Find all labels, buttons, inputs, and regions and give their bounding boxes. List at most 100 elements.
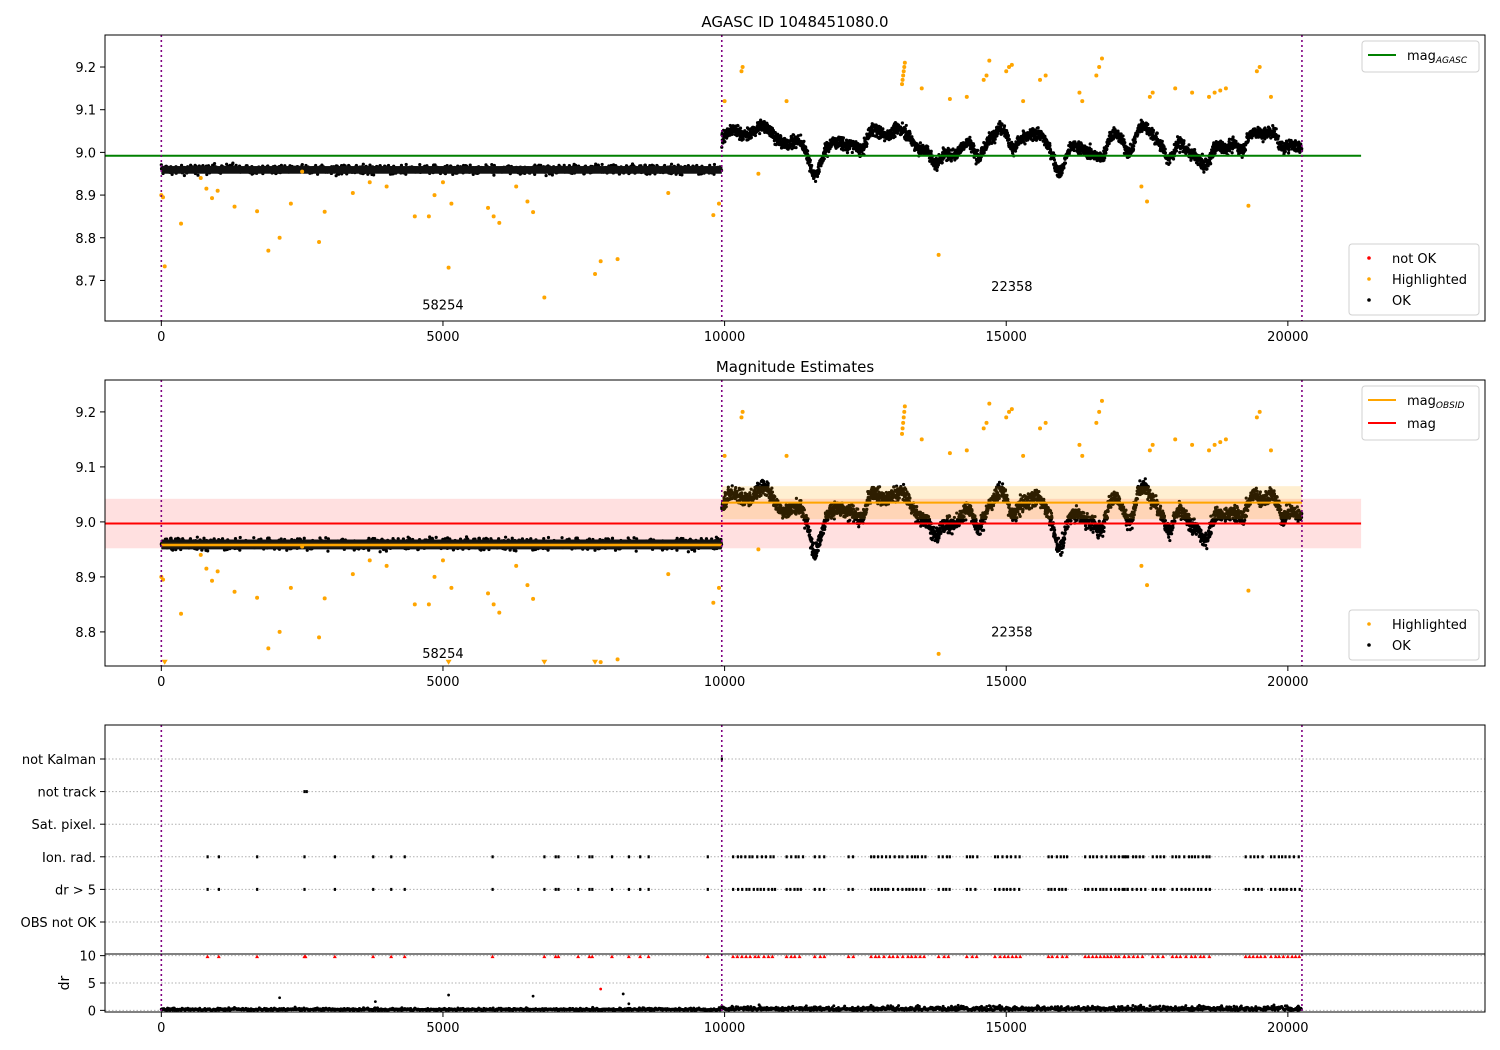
agasc-ok-point — [865, 142, 869, 146]
agasc-ok-point — [1013, 149, 1018, 153]
agasc-ok-point — [776, 132, 780, 136]
agasc-ok-point — [492, 173, 496, 177]
agasc-ok-point — [1160, 139, 1164, 143]
agasc-ok-point — [1072, 148, 1076, 153]
agasc-ok-point — [779, 134, 783, 138]
agasc-ok-point — [792, 145, 796, 150]
agasc-ok-point — [951, 147, 955, 151]
agasc-ok-point — [1151, 128, 1156, 132]
agasc-ok-point — [1167, 158, 1171, 162]
agasc-ok-point — [865, 144, 869, 149]
agasc-ok-point — [1006, 133, 1010, 138]
agasc-ok-point — [918, 141, 922, 145]
agasc-ok-point — [1002, 124, 1007, 128]
agasc-ok-point — [940, 161, 944, 165]
agasc-ok-point — [1048, 143, 1052, 148]
agasc-ok-point — [1132, 144, 1136, 148]
agasc-ok-point — [1122, 138, 1126, 142]
agasc-ok-point — [1178, 150, 1182, 155]
agasc-ok-point — [1133, 140, 1138, 144]
agasc-ok-point — [1116, 129, 1120, 133]
agasc-ok-point — [804, 145, 808, 149]
agasc-ok-point — [1155, 131, 1159, 135]
agasc-ok-point — [850, 150, 854, 155]
agasc-ok-point — [1062, 166, 1066, 170]
agasc-ok-point — [1043, 134, 1047, 138]
agasc-ok-point — [904, 123, 908, 128]
agasc-ok-point — [1163, 151, 1168, 155]
agasc-ok-point — [974, 162, 978, 166]
agasc-ok-point — [779, 137, 783, 141]
agasc-ok-point — [1051, 151, 1056, 155]
agasc-ok-point — [723, 140, 727, 144]
agasc-ok-point — [806, 149, 810, 153]
agasc-ok-point — [1171, 157, 1176, 161]
agasc-ok-point — [1000, 122, 1004, 126]
agasc-ok-point — [1121, 134, 1125, 138]
agasc-ok-point — [841, 148, 845, 152]
agasc-ok-point — [1182, 141, 1186, 145]
agasc-ok-point — [841, 136, 846, 140]
agasc-ok-point — [550, 173, 554, 177]
agasc-ok-point — [533, 163, 537, 167]
agasc-ok-point — [1162, 145, 1166, 149]
agasc-ok-point — [736, 124, 740, 128]
agasc-ok-point — [749, 135, 753, 140]
agasc-ok-point — [903, 126, 907, 131]
agasc-ok-point — [802, 139, 806, 143]
agasc-ok-point — [815, 174, 820, 179]
agasc-ok-point — [1060, 171, 1064, 175]
agasc-ok-point — [774, 143, 778, 147]
agasc-ok-point — [1146, 122, 1150, 126]
agasc-ok-point — [949, 159, 953, 163]
agasc-ok-point — [993, 137, 997, 141]
agasc-ok-point — [929, 149, 933, 153]
agasc-ok-point — [883, 139, 887, 143]
agasc-ok-point — [976, 148, 980, 152]
agasc-ok-point — [721, 128, 726, 132]
agasc-ok-point — [810, 163, 814, 168]
agasc-ok-point — [669, 162, 674, 166]
agasc-ok-point — [881, 127, 885, 131]
agasc-ok-point — [946, 158, 950, 162]
agasc-plot-area — [105, 35, 1362, 321]
agasc-ok-point — [1123, 141, 1127, 145]
agasc-ok-point — [372, 173, 376, 177]
agasc-ok-point — [1063, 161, 1068, 165]
agasc-ok-point — [758, 131, 762, 136]
agasc-ok-point — [600, 162, 604, 167]
agasc-ok-point — [1140, 120, 1145, 124]
agasc-ok-point — [712, 162, 717, 167]
agasc-ok-point — [1036, 126, 1040, 130]
agasc-ok-point — [844, 138, 849, 142]
agasc-ok-point — [874, 124, 879, 128]
agasc-ok-point — [947, 148, 952, 152]
agasc-ok-point — [1005, 131, 1010, 135]
agasc-ok-point — [819, 164, 823, 168]
agasc-ok-point — [1015, 145, 1019, 149]
agasc-ok-point — [817, 170, 821, 174]
agasc-ok-point — [1088, 142, 1092, 146]
agasc-ok-point — [1168, 161, 1172, 165]
agasc-ok-point — [827, 150, 831, 154]
agasc-ok-point — [1131, 147, 1136, 151]
agasc-ok-point — [794, 145, 798, 150]
agasc-ok-point — [300, 163, 304, 167]
agasc-panel: AGASC ID 1048451080.0 0 5000 10000 15000 200… — [75, 13, 1486, 345]
agasc-ok-point — [813, 179, 818, 183]
agasc-ok-point — [935, 168, 939, 172]
agasc-ok-point — [845, 151, 850, 155]
agasc-ok-point — [759, 118, 763, 122]
agasc-ok-point — [1107, 141, 1111, 146]
agasc-ok-point — [404, 162, 408, 167]
agasc-ok-point — [1104, 151, 1108, 155]
agasc-ok-point — [1163, 147, 1167, 151]
agasc-ok-point — [1007, 137, 1011, 142]
agasc-ok-point — [361, 162, 365, 166]
agasc-ok-point — [1023, 142, 1027, 146]
agasc-ok-point — [753, 133, 758, 138]
agasc-ok-point — [863, 137, 868, 141]
agasc-ok-point — [1089, 147, 1093, 152]
agasc-ok-point — [730, 132, 735, 136]
